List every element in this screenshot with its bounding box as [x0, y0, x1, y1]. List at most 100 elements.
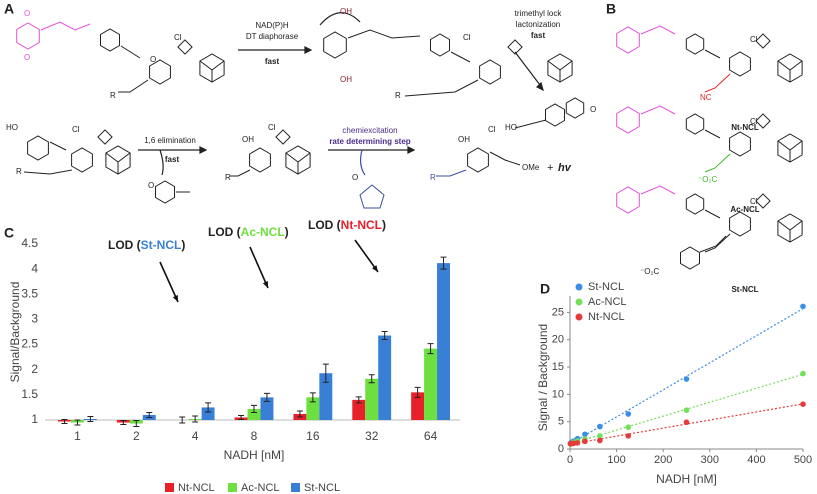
trend-line — [569, 403, 804, 445]
y-tick-label: 25 — [552, 306, 564, 318]
step-label: lactonization — [516, 20, 560, 29]
atom: Cl — [750, 117, 758, 126]
atom: OMe — [522, 163, 540, 172]
ring — [565, 97, 585, 119]
bond — [777, 140, 803, 151]
ring — [616, 186, 640, 214]
ring — [323, 31, 347, 59]
x-tick-label: 500 — [794, 454, 812, 466]
bar — [247, 408, 261, 420]
atom: OH — [458, 135, 470, 144]
error-bar — [146, 411, 153, 418]
annotation-arrow — [249, 246, 269, 289]
annotation-part: Nt-NCL — [341, 218, 382, 232]
bond — [704, 153, 731, 173]
annotation: LOD (Nt-NCL) — [308, 218, 386, 232]
ring — [729, 131, 751, 157]
error-bar — [414, 386, 421, 398]
chart-d: 0 100 200 300 400 500 0 5 10 15 20 25 NADH [nM] Signa… — [536, 281, 812, 486]
bond — [118, 79, 149, 93]
atom: R — [110, 91, 116, 100]
atom: HO — [505, 123, 517, 132]
point — [625, 424, 632, 430]
annotation-part: LOD ( — [308, 218, 341, 232]
error-bar — [205, 402, 212, 413]
probe-name: Nt-NCL — [731, 123, 759, 132]
y-axis-label: Signal / Background — [536, 324, 550, 431]
ring — [71, 147, 93, 173]
error-bar — [179, 416, 186, 424]
bond — [120, 45, 141, 59]
bond — [704, 129, 721, 139]
y-tick-label: 4 — [31, 261, 38, 275]
bond — [640, 105, 676, 115]
annotation-part: Ac-NCL — [241, 225, 285, 239]
trend-line — [569, 308, 804, 445]
rate: fast — [531, 31, 546, 40]
atom: R — [430, 173, 436, 182]
probe-group: NC — [700, 93, 712, 102]
legend-swatch — [228, 483, 237, 492]
dioxetane — [507, 39, 523, 55]
point — [597, 423, 603, 430]
error-bar — [251, 404, 257, 413]
annotation-arrow — [159, 261, 179, 303]
y-tick-label: 3 — [31, 312, 38, 326]
point — [625, 411, 632, 417]
ring — [616, 26, 640, 54]
x-tick-label: 4 — [192, 429, 199, 443]
y-tick-label: 1.5 — [21, 387, 38, 401]
y-tick-label: 1 — [31, 412, 38, 426]
y-axis-label: Signal/Background — [8, 282, 22, 383]
ring — [359, 184, 385, 209]
atom: Cl — [488, 125, 496, 134]
light: hv — [558, 162, 572, 174]
y-tick-label: 2 — [31, 362, 38, 376]
bond — [285, 152, 311, 163]
x-tick-label: 100 — [607, 454, 625, 466]
atom: O — [150, 55, 156, 64]
error-bar — [192, 415, 199, 423]
y-tick-label: 5 — [558, 416, 564, 428]
ring — [685, 113, 705, 135]
ring — [155, 180, 175, 204]
ring — [430, 33, 450, 57]
rate: fast — [265, 57, 280, 66]
bond — [777, 220, 803, 231]
ring — [467, 147, 489, 173]
x-tick-label: 16 — [306, 429, 320, 443]
x-axis-label: NADH [nM] — [656, 472, 717, 486]
arrow — [514, 51, 541, 86]
legend-marker — [575, 313, 583, 321]
error-bar — [87, 415, 94, 423]
ring — [100, 28, 120, 52]
error-bar — [238, 414, 245, 420]
arrowhead — [407, 146, 416, 154]
error-bar — [381, 330, 388, 341]
rate: rate determining step — [329, 137, 410, 146]
annotation-part: ) — [181, 238, 185, 252]
x-tick-label: 0 — [567, 454, 573, 466]
panel-label: A — [4, 1, 14, 17]
plus: + — [547, 162, 553, 174]
atom: OH — [242, 135, 254, 144]
bar — [424, 348, 438, 420]
step-label: 1,6 elimination — [144, 136, 196, 145]
ring — [149, 59, 171, 85]
arrow — [359, 149, 366, 176]
legend-label: Nt-NCL — [588, 311, 625, 323]
legend-swatch — [291, 483, 300, 492]
bond — [704, 73, 731, 93]
dioxetane — [275, 129, 291, 145]
y-tick-label: 2.5 — [21, 337, 38, 351]
ring — [545, 103, 565, 127]
legend-label: Nt-NCL — [178, 482, 215, 494]
dioxetane — [755, 193, 771, 209]
atom: OH — [340, 7, 352, 16]
x-tick-label: 300 — [701, 454, 719, 466]
x-tick-label: 8 — [251, 429, 258, 443]
x-tick-label: 2 — [133, 429, 140, 443]
annotation: LOD (St-NCL) — [108, 238, 185, 252]
bond — [777, 60, 803, 71]
point — [597, 437, 603, 444]
